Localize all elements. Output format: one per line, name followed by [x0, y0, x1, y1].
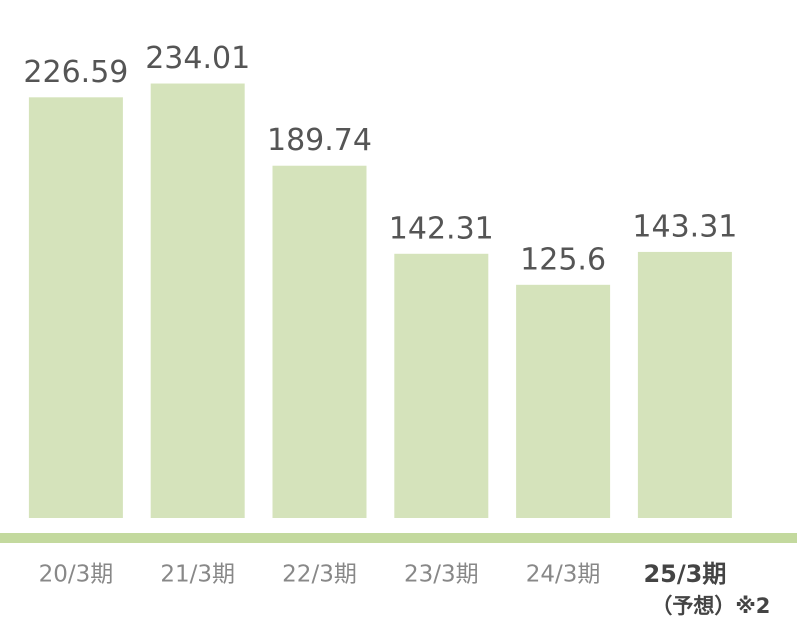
- data-label: 142.31: [389, 211, 494, 246]
- data-label: 143.31: [632, 209, 737, 244]
- forecast-label: （予想）※2: [651, 594, 770, 618]
- x-tick-label: 21/3期: [160, 562, 235, 588]
- x-tick-label: 22/3期: [282, 562, 357, 588]
- x-tick-label: 20/3期: [39, 562, 114, 588]
- x-tick-label: 23/3期: [404, 562, 479, 588]
- data-label: 234.01: [145, 41, 250, 76]
- bar: [272, 165, 367, 518]
- bar: [394, 253, 489, 518]
- x-tick-label: 25/3期: [643, 560, 726, 588]
- baseline: [0, 533, 797, 543]
- bar: [150, 83, 245, 519]
- bar: [28, 97, 123, 518]
- x-tick-label: 24/3期: [526, 562, 601, 588]
- data-label: 189.74: [267, 123, 372, 158]
- data-label: 226.59: [23, 55, 128, 90]
- data-label: 125.6: [520, 242, 606, 277]
- bar: [516, 284, 611, 518]
- bar: [637, 251, 732, 518]
